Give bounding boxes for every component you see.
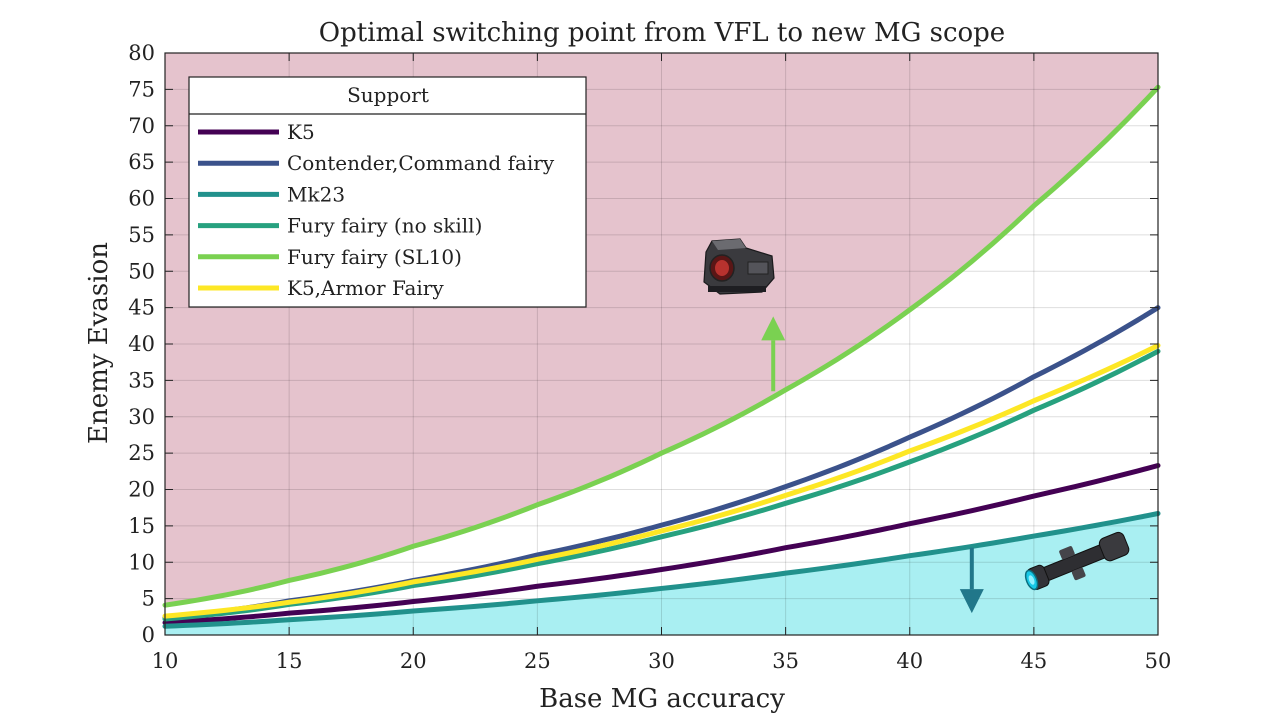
y-tick-label: 60 [128,187,155,211]
legend: Support K5 Contender,Command fairy Mk23 Fur… [188,76,587,308]
y-tick-label: 55 [128,223,155,247]
y-tick-label: 50 [128,259,155,283]
x-tick-label: 30 [648,649,675,673]
annotations [703,238,1130,614]
legend-items: K5 Contender,Command fairy Mk23 Fury fairy … [198,120,555,300]
x-tick-label: 20 [400,649,427,673]
x-tick-label: 25 [524,649,551,673]
rifle-scope-icon [1024,531,1130,591]
y-tick-label: 10 [128,550,155,574]
ticks: 10 15 20 25 30 35 40 45 50 0 5 10 15 20 25 30 35 40 45 50 55… [128,41,1171,673]
legend-label: K5 [287,120,315,144]
legend-item-2: Mk23 [198,182,345,206]
x-tick-label: 35 [772,649,799,673]
series-line-3 [162,348,1161,622]
y-tick-label: 70 [128,114,155,138]
y-tick-label: 25 [128,441,155,465]
y-tick-label: 40 [128,332,155,356]
x-tick-label: 10 [152,649,179,673]
y-tick-label: 45 [128,296,155,320]
chart-title: Optimal switching point from VFL to new … [319,18,1005,48]
red-dot-sight-icon [703,238,775,295]
x-tick-label: 40 [896,649,923,673]
legend-item-3: Fury fairy (no skill) [198,214,482,238]
y-tick-label: 0 [142,623,155,647]
y-tick-label: 35 [128,368,155,392]
series-lines [162,84,1161,629]
y-tick-label: 75 [128,77,155,101]
up-arrow-head [761,316,786,341]
y-tick-label: 15 [128,514,155,538]
y-tick-label: 65 [128,150,155,174]
series-line-0 [162,462,1161,626]
legend-label: K5,Armor Fairy [287,276,444,300]
legend-label: Fury fairy (no skill) [287,214,482,238]
legend-label: Fury fairy (SL10) [287,245,462,269]
legend-item-4: Fury fairy (SL10) [198,245,462,269]
x-tick-label: 45 [1021,649,1048,673]
x-tick-label: 15 [276,649,303,673]
series-line-2 [162,511,1161,629]
legend-label: Contender,Command fairy [287,151,555,175]
x-axis-label: Base MG accuracy [539,684,785,714]
legend-item-5: K5,Armor Fairy [198,276,444,300]
series-line-5 [162,342,1161,619]
legend-item-0: K5 [198,120,315,144]
y-tick-label: 5 [142,587,155,611]
legend-item-1: Contender,Command fairy [198,151,555,175]
series-line-4 [162,84,1161,608]
y-axis-label: Enemy Evasion [84,242,114,444]
legend-title: Support [347,83,429,107]
down-arrow-head [959,589,984,614]
y-tick-label: 30 [128,405,155,429]
legend-label: Mk23 [287,182,345,206]
region-below [165,513,1158,635]
x-tick-label: 50 [1145,649,1172,673]
y-tick-label: 20 [128,478,155,502]
y-tick-label: 80 [128,41,155,65]
